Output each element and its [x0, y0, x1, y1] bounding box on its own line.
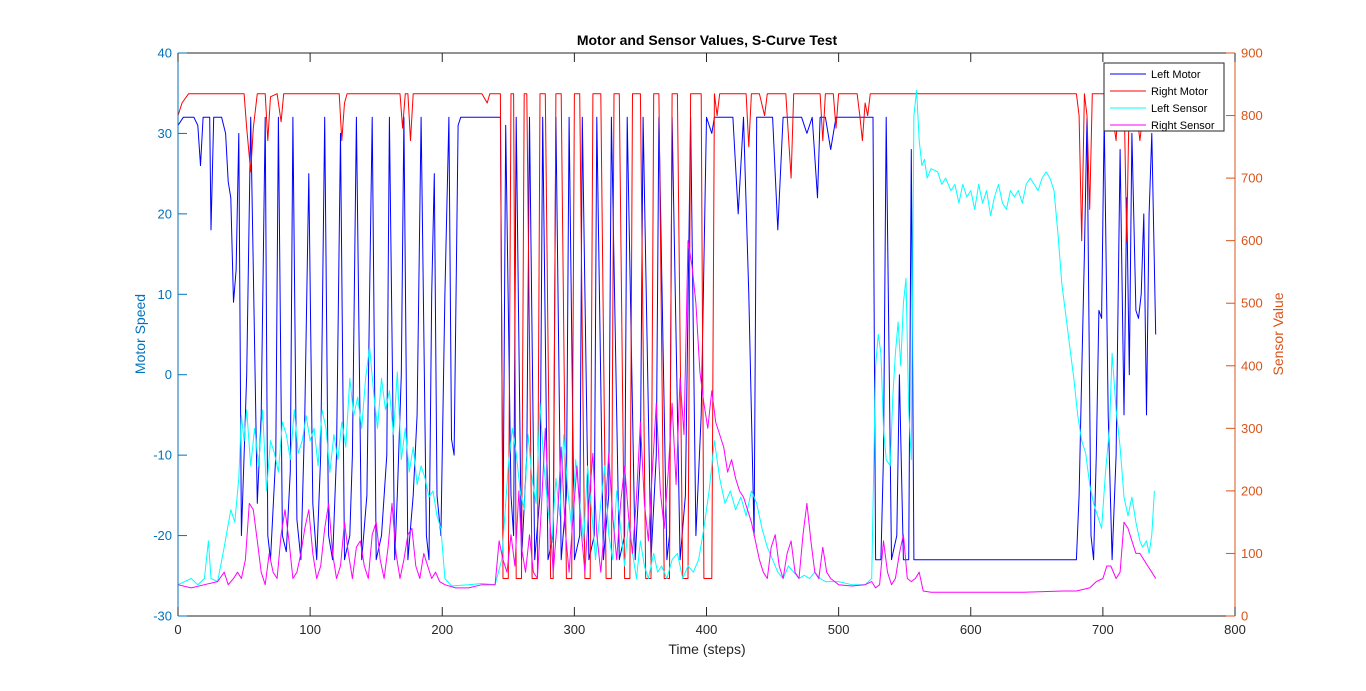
legend-items: Left Motor Right Motor Left Sensor Right Se… — [1110, 69, 1215, 132]
right-tick-label: 0 — [1241, 609, 1248, 624]
left-tick-label: 40 — [158, 46, 172, 61]
right-tick-label: 100 — [1241, 546, 1263, 561]
right-tick-label: 600 — [1241, 233, 1263, 248]
left-axis-title: Motor Speed — [132, 294, 148, 374]
x-tick-label: 300 — [564, 622, 586, 637]
right-tick-label: 500 — [1241, 296, 1263, 311]
x-tick-label: 600 — [960, 622, 982, 637]
x-tick-label: 200 — [431, 622, 453, 637]
left-tick-label: -20 — [153, 528, 172, 543]
x-tick-label: 0 — [174, 622, 181, 637]
x-axis-ticks: 0 100 200 300 400 500 600 700 800 — [174, 53, 1246, 637]
x-tick-label: 500 — [828, 622, 850, 637]
plot-area — [177, 53, 1235, 616]
series-layer — [177, 90, 1157, 593]
legend: Left Motor Right Motor Left Sensor Right Se… — [1103, 62, 1225, 132]
series-line-right-sensor — [177, 240, 1157, 593]
left-tick-label: -30 — [153, 609, 172, 624]
right-axis-ticks: 0 100 200 300 400 500 600 700 800 900 — [1226, 46, 1263, 624]
right-tick-label: 900 — [1241, 46, 1263, 61]
right-tick-label: 300 — [1241, 421, 1263, 436]
legend-label-left-sensor: Left Sensor — [1151, 103, 1208, 115]
chart-title: Motor and Sensor Values, S-Curve Test — [577, 32, 838, 48]
series-line-left-sensor — [177, 90, 1155, 587]
x-tick-label: 800 — [1224, 622, 1246, 637]
left-tick-label: 20 — [158, 206, 172, 221]
x-tick-label: 100 — [299, 622, 321, 637]
left-tick-label: 10 — [158, 287, 172, 302]
legend-label-right-sensor: Right Sensor — [1151, 120, 1215, 132]
right-tick-label: 700 — [1241, 171, 1263, 186]
x-axis-title: Time (steps) — [668, 641, 745, 657]
x-tick-label: 700 — [1092, 622, 1114, 637]
left-tick-label: 0 — [165, 367, 172, 382]
legend-label-right-motor: Right Motor — [1151, 86, 1208, 98]
left-tick-label: -10 — [153, 448, 172, 463]
right-axis-title: Sensor Value — [1270, 292, 1286, 375]
left-axis-ticks: -30 -20 -10 0 10 20 30 40 — [153, 46, 187, 624]
legend-label-left-motor: Left Motor — [1151, 69, 1201, 81]
right-tick-label: 200 — [1241, 483, 1263, 498]
x-tick-label: 400 — [696, 622, 718, 637]
right-tick-label: 800 — [1241, 108, 1263, 123]
left-tick-label: 30 — [158, 126, 172, 141]
right-tick-label: 400 — [1241, 358, 1263, 373]
